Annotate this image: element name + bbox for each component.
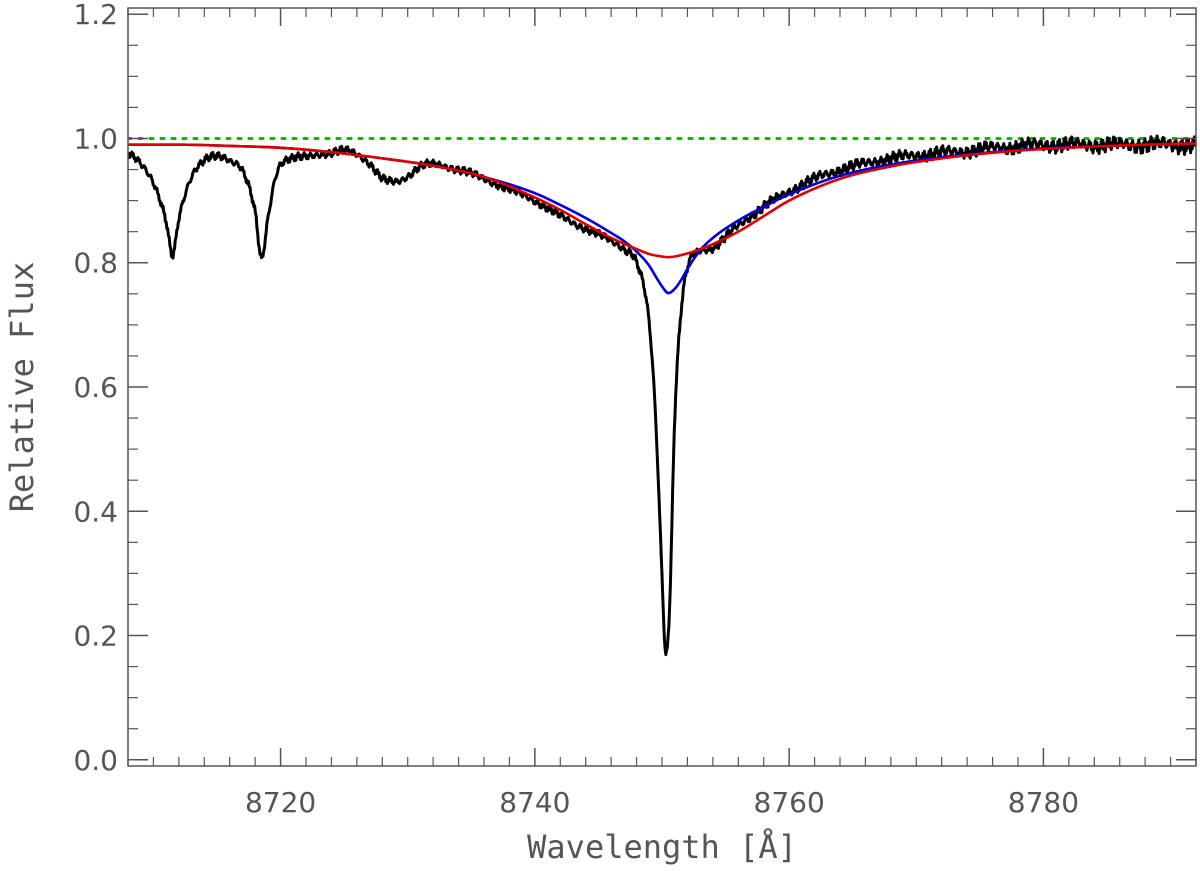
series-line-observed: [128, 134, 1196, 657]
series-layer: [128, 134, 1196, 657]
x-tick-label: 8780: [1008, 786, 1079, 819]
y-axis-title: Relative Flux: [3, 262, 41, 512]
series-line-model-red: [128, 142, 1196, 259]
series-line-model-blue: [128, 142, 1196, 295]
y-tick-label: 0.8: [73, 247, 118, 280]
x-tick-label: 8740: [499, 786, 570, 819]
y-tick-label: 0.2: [73, 620, 118, 653]
plot-frame: [127, 7, 1197, 767]
x-axis-title: Wavelength [Å]: [527, 828, 797, 866]
y-tick-label: 0.4: [73, 495, 118, 528]
x-tick-label: 8760: [754, 786, 825, 819]
y-tick-label: 0.0: [73, 744, 118, 777]
x-tick-label: 8720: [245, 786, 316, 819]
y-tick-label: 0.6: [73, 371, 118, 404]
y-tick-label: 1.2: [73, 0, 118, 31]
ticks-layer: 8720 8740 8760 8780 0.0 0.2 0.4 0.6 0.8 1.0 1.2: [73, 0, 1197, 819]
y-tick-label: 1.0: [73, 122, 118, 155]
